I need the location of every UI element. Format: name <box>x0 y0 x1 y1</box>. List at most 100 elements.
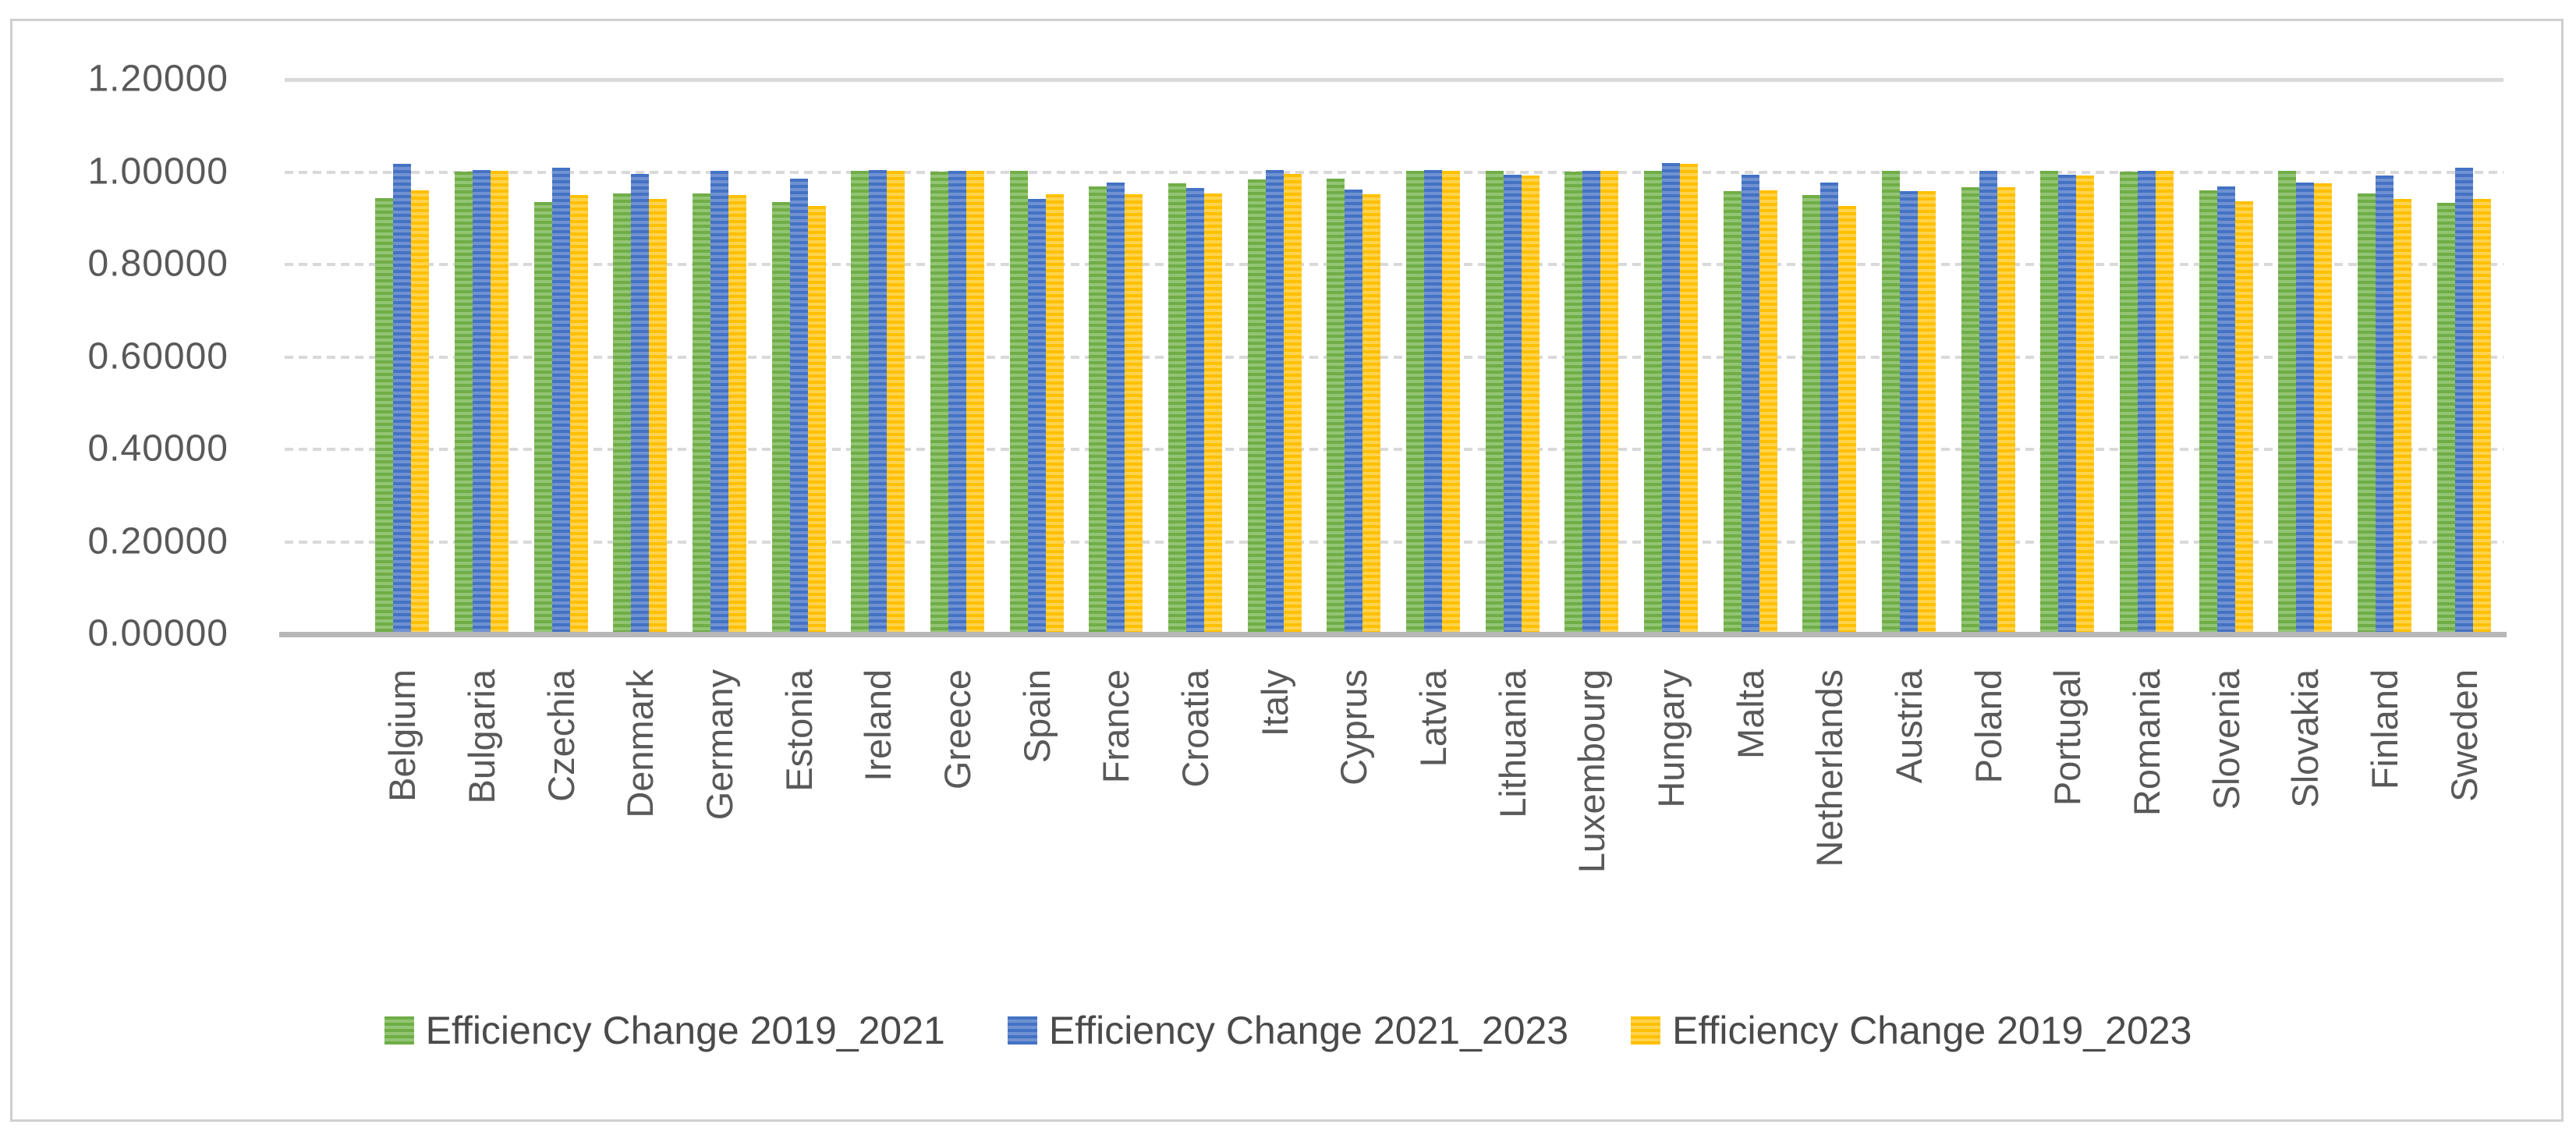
bar <box>1723 191 1742 634</box>
legend-swatch <box>384 1016 414 1045</box>
x-label: Czechia <box>540 669 582 802</box>
x-label-cell: Hungary <box>1632 669 1711 1005</box>
bar <box>1204 193 1223 634</box>
x-label-cell: Netherlands <box>1790 669 1869 1005</box>
y-tick-label: 0.60000 <box>87 335 229 377</box>
bar <box>2472 199 2491 634</box>
bar <box>1979 171 1997 634</box>
bar <box>455 172 473 634</box>
x-label: Finland <box>2364 669 2406 790</box>
x-label-cell: Belgium <box>363 669 442 1005</box>
bar <box>2199 190 2217 634</box>
x-label: Denmark <box>619 669 661 818</box>
bar-group-ireland <box>838 80 918 634</box>
bar <box>649 199 668 634</box>
bar-group-croatia <box>1156 80 1235 634</box>
bar <box>930 172 949 634</box>
bar <box>2156 171 2174 634</box>
x-axis-labels: Belgium Bulgaria Czechia Denmark Germany Esto… <box>285 669 2503 1005</box>
bar <box>771 202 790 634</box>
bar <box>613 193 632 634</box>
legend-label: Efficiency Change 2019_2023 <box>1672 1009 2192 1052</box>
x-label: Romania <box>2126 669 2168 817</box>
x-label-cell: Spain <box>997 669 1076 1005</box>
bar-group-lithuania <box>1472 80 1552 634</box>
bar <box>2278 171 2297 634</box>
x-label: Lithuania <box>1491 669 1533 818</box>
bar-group-france <box>1076 80 1156 634</box>
bar <box>948 171 967 634</box>
bar <box>1345 190 1363 634</box>
x-label-cell: Italy <box>1235 669 1314 1005</box>
x-label-cell: Romania <box>2107 669 2187 1005</box>
bar <box>1680 164 1699 634</box>
bar <box>491 171 508 634</box>
legend-item: Efficiency Change 2019_2021 <box>384 1008 945 1053</box>
bar <box>393 164 412 634</box>
bar-group-cyprus <box>1314 80 1394 634</box>
x-label: Netherlands <box>1809 669 1851 867</box>
bar <box>1741 175 1759 634</box>
bar <box>1564 172 1583 634</box>
bar <box>1485 171 1504 634</box>
x-label: Belgium <box>381 669 423 802</box>
legend: Efficiency Change 2019_2021 Efficiency Ch… <box>0 1008 2576 1053</box>
legend-item: Efficiency Change 2019_2023 <box>1631 1008 2192 1053</box>
bar <box>1283 174 1302 634</box>
bar <box>2436 203 2455 634</box>
x-label: Germany <box>699 669 741 821</box>
x-label-cell: Austria <box>1869 669 1949 1005</box>
y-tick-label: 0.00000 <box>87 612 229 654</box>
bar <box>1009 171 1028 634</box>
bar-group-spain <box>997 80 1076 634</box>
bar <box>1882 171 1901 634</box>
x-label-cell: Denmark <box>601 669 680 1005</box>
y-tick-label: 1.00000 <box>87 150 229 192</box>
gridline <box>285 170 2503 174</box>
y-tick-label: 0.20000 <box>87 520 229 562</box>
bar <box>2454 168 2473 634</box>
x-axis-line <box>279 632 2507 637</box>
x-label-cell: Germany <box>680 669 760 1005</box>
x-label: Estonia <box>778 669 820 792</box>
bar <box>2314 183 2333 634</box>
bar <box>1521 176 1540 634</box>
bar <box>533 202 552 634</box>
bar <box>1759 190 1777 634</box>
bar <box>1327 179 1345 634</box>
x-label: Latvia <box>1412 669 1455 768</box>
gridline <box>285 540 2503 544</box>
x-label-cell: Poland <box>1948 669 2028 1005</box>
x-label: Austria <box>1888 669 1930 784</box>
y-axis: 1.20000 1.00000 0.80000 0.60000 0.40000 0.200… <box>31 0 229 702</box>
bar-group-slovenia <box>2186 80 2266 634</box>
x-label: Croatia <box>1175 669 1217 788</box>
bar <box>851 171 870 634</box>
bar <box>1820 183 1839 634</box>
x-label-cell: Czechia <box>521 669 601 1005</box>
bar <box>1662 163 1681 634</box>
bar <box>2040 171 2059 634</box>
x-label-cell: Estonia <box>759 669 838 1005</box>
bar-group-sweden <box>2424 80 2503 634</box>
x-label-cell: Luxembourg <box>1552 669 1632 1005</box>
legend-swatch <box>1007 1016 1037 1045</box>
legend-label: Efficiency Change 2019_2021 <box>425 1009 945 1052</box>
bar <box>631 174 650 634</box>
x-label: Spain <box>1015 669 1058 764</box>
bar-group-austria <box>1869 80 1949 634</box>
bar <box>551 168 570 634</box>
bar <box>2138 171 2156 634</box>
gridline <box>285 448 2503 451</box>
x-label: Cyprus <box>1333 669 1375 786</box>
legend-item: Efficiency Change 2021_2023 <box>1007 1008 1568 1053</box>
x-label: Poland <box>1967 669 2009 784</box>
x-label-cell: Slovenia <box>2186 669 2266 1005</box>
bar <box>1265 170 1284 634</box>
bar <box>1406 171 1425 634</box>
x-label: France <box>1095 669 1137 784</box>
plot-area <box>285 80 2503 634</box>
bar-group-latvia <box>1394 80 1473 634</box>
bar-group-finland <box>2345 80 2425 634</box>
bar <box>2234 201 2253 634</box>
